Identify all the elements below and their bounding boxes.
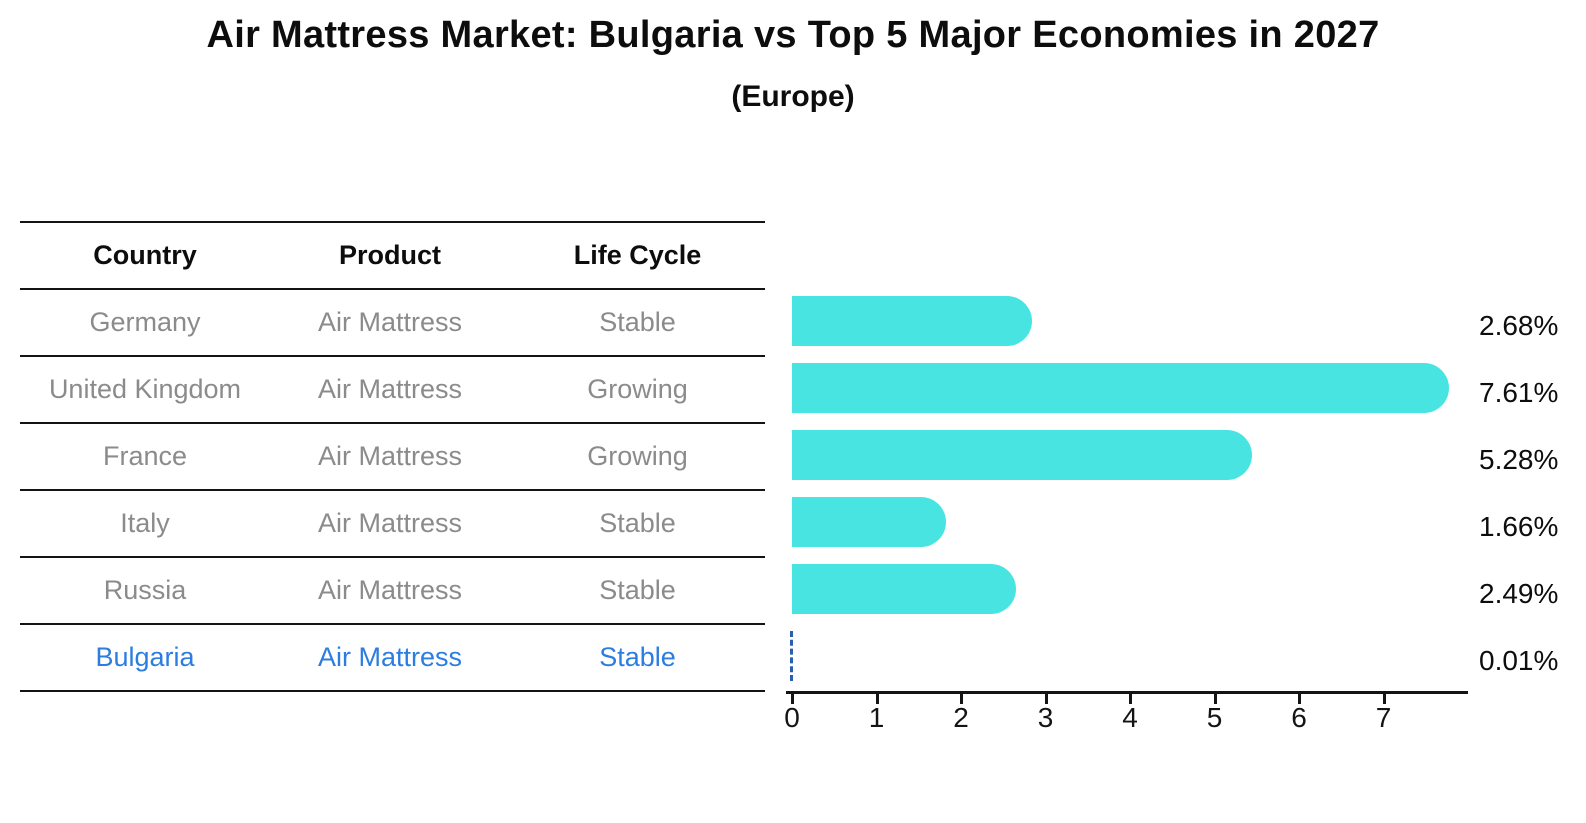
x-axis-tick	[1298, 694, 1301, 704]
x-axis-tick-label: 3	[1037, 702, 1054, 733]
life-cycle-cell: Stable	[599, 508, 676, 538]
x-axis-tick	[791, 694, 794, 704]
bar-russia	[792, 564, 1017, 614]
product-cell: Air Mattress	[317, 374, 463, 404]
x-axis-tick-label: 6	[1291, 702, 1307, 733]
highlighted-bar-bulgaria	[790, 631, 793, 681]
life-cycle-cell: Stable	[599, 307, 676, 337]
bar-value-label: 0.01%	[1479, 645, 1559, 676]
x-axis-tick-label: 0	[784, 702, 800, 733]
table-row: United Kingdom Air Mattress Growing	[20, 357, 765, 424]
x-axis-tick-label: 1	[868, 702, 885, 733]
x-axis-tick-label: 4	[1122, 702, 1138, 733]
column-header-life-cycle: Life Cycle	[573, 240, 702, 270]
country-table: Country Product Life Cycle Germany Air M…	[20, 221, 765, 692]
country-cell: France	[102, 441, 188, 471]
table-row: Germany Air Mattress Stable	[20, 290, 765, 357]
column-header-country: Country	[93, 240, 197, 270]
table-row-highlighted: Bulgaria Air Mattress Stable	[20, 625, 765, 692]
x-axis-tick	[875, 694, 879, 704]
bar-value-label: 2.68%	[1479, 310, 1559, 341]
bar-value-label: 5.28%	[1479, 444, 1559, 475]
chart-subtitle: (Europe)	[731, 80, 855, 113]
bar-germany	[792, 296, 1033, 346]
bar-italy	[792, 497, 947, 547]
bar-united-kingdom	[792, 363, 1450, 413]
product-cell: Air Mattress	[317, 441, 463, 471]
chart-title: Air Mattress Market: Bulgaria vs Top 5 M…	[206, 14, 1380, 56]
x-axis-line	[786, 691, 1468, 694]
bar-france	[792, 430, 1253, 480]
table-header-row: Country Product Life Cycle	[20, 223, 765, 290]
country-cell: Germany	[89, 307, 201, 337]
column-header-product: Product	[338, 240, 441, 270]
x-axis-tick	[1044, 694, 1048, 704]
life-cycle-cell: Stable	[599, 575, 676, 605]
x-axis-tick-label: 2	[953, 702, 969, 733]
bar-value-label: 1.66%	[1479, 511, 1559, 542]
product-cell: Air Mattress	[317, 575, 463, 605]
life-cycle-cell: Growing	[587, 374, 688, 404]
country-cell: Bulgaria	[95, 642, 195, 672]
product-cell: Air Mattress	[317, 508, 463, 538]
life-cycle-cell: Stable	[599, 642, 676, 672]
x-axis-tick	[1213, 694, 1217, 704]
table-row: Italy Air Mattress Stable	[20, 491, 765, 558]
table-row: France Air Mattress Growing	[20, 424, 765, 491]
x-axis-tick	[960, 694, 963, 704]
country-cell: Italy	[120, 508, 170, 538]
product-cell: Air Mattress	[317, 642, 463, 672]
country-cell: United Kingdom	[48, 374, 242, 404]
life-cycle-cell: Growing	[587, 441, 688, 471]
product-cell: Air Mattress	[317, 307, 463, 337]
table-row: Russia Air Mattress Stable	[20, 558, 765, 625]
x-axis-tick-label: 7	[1375, 702, 1392, 733]
x-axis-tick-label: 5	[1206, 702, 1223, 733]
bar-value-label: 2.49%	[1479, 578, 1559, 609]
x-axis-tick	[1382, 694, 1386, 704]
bar-value-label: 7.61%	[1479, 377, 1559, 408]
x-axis-tick	[1129, 694, 1132, 704]
country-cell: Russia	[103, 575, 187, 605]
